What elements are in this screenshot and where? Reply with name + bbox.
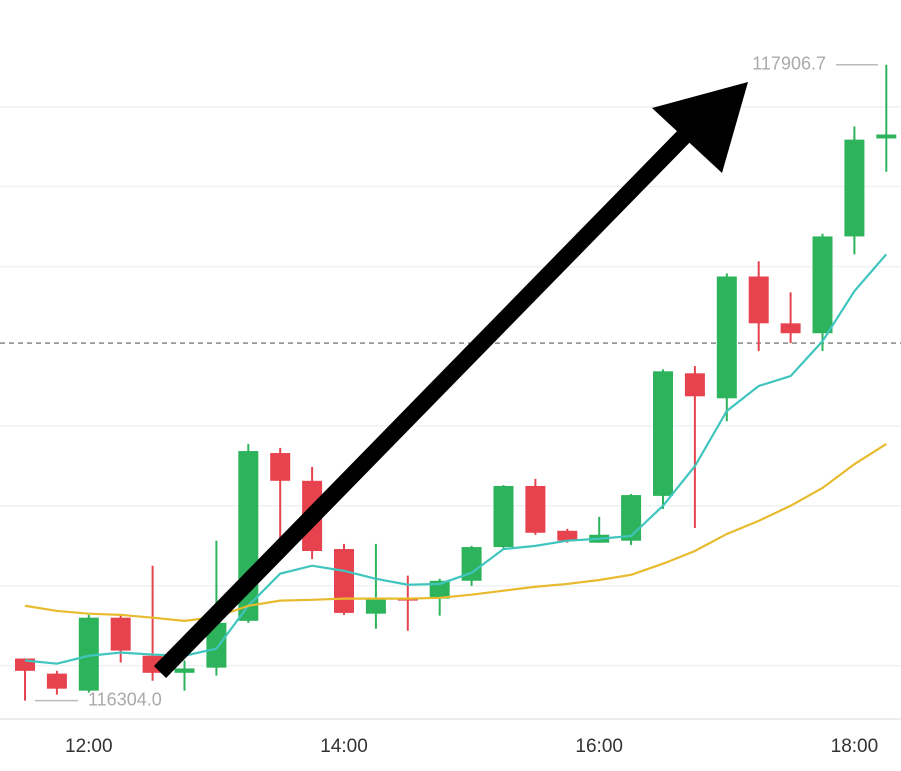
candle-body [557,530,578,541]
candle-body [876,134,897,139]
candle-body [174,668,195,673]
candle-body [365,597,386,614]
candle-body [812,236,833,334]
candle-body [780,323,801,334]
candle-body [621,495,642,541]
candle-body [110,617,131,651]
high-label: 117906.7 [752,54,826,74]
candle-body [429,580,450,599]
moving-average-line [24,442,887,622]
candle-body [844,139,865,237]
arrow-head [652,82,748,173]
candle-body [461,547,482,581]
candle-body [748,276,769,324]
low-label: 116304.0 [88,689,162,709]
candle-body [684,373,705,397]
candle-body [270,453,291,481]
candle-body [525,485,546,533]
candle-body [653,371,673,496]
candle-body [78,617,99,691]
x-tick-label: 18:00 [831,736,879,757]
candle-body [334,549,354,613]
arrow-shaft [153,124,697,678]
candle-body [206,622,227,668]
trend-arrow [153,82,748,678]
x-tick-label: 12:00 [65,736,113,757]
x-tick-label: 16:00 [575,736,623,757]
candle-body [716,276,737,399]
x-tick-label: 14:00 [320,736,368,757]
candle-body [46,673,67,689]
candle-body [493,485,514,548]
